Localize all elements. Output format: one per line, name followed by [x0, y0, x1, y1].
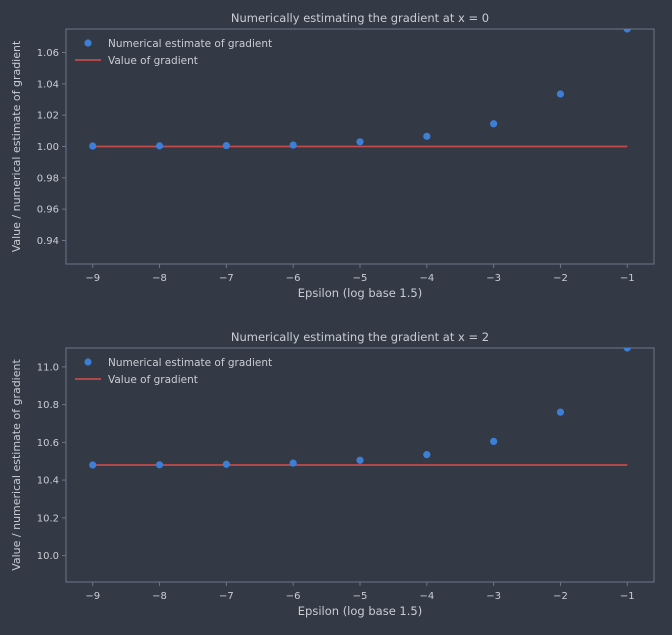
estimate-point — [423, 132, 431, 140]
plot-area — [89, 29, 631, 150]
estimate-point — [623, 348, 631, 352]
x-tick-label: −6 — [286, 273, 301, 284]
y-tick-label: 1.02 — [37, 111, 59, 122]
estimate-point — [89, 461, 97, 469]
y-tick-label: 10.8 — [37, 400, 59, 411]
x-tick-label: −4 — [419, 591, 434, 602]
x-tick-label: −2 — [553, 591, 568, 602]
estimate-point — [356, 456, 364, 464]
legend-label: Numerical estimate of gradient — [108, 38, 272, 50]
estimate-point — [155, 461, 164, 469]
x-tick-label: −5 — [353, 273, 368, 284]
y-tick-label: 10.0 — [37, 551, 59, 562]
x-tick-label: −7 — [219, 273, 234, 284]
x-tick-label: −6 — [286, 591, 301, 602]
estimate-point — [222, 141, 230, 150]
x-axis-label: Epsilon (log base 1.5) — [298, 604, 422, 618]
legend-marker-estimate — [84, 39, 92, 47]
x-tick-label: −3 — [486, 591, 501, 602]
x-tick-label: −8 — [152, 273, 167, 284]
x-tick-label: −1 — [620, 591, 635, 602]
estimate-point — [556, 90, 565, 98]
estimate-point — [222, 460, 230, 468]
legend-marker-estimate — [84, 358, 92, 366]
y-tick-label: 10.6 — [37, 438, 59, 449]
chart-2: Numerically estimating the gradient at x… — [10, 330, 655, 618]
estimate-point — [289, 459, 297, 467]
legend: Numerical estimate of gradient Value of g… — [75, 38, 272, 67]
legend: Numerical estimate of gradient Value of g… — [75, 357, 272, 386]
estimate-point — [556, 408, 565, 416]
y-tick-label: 10.4 — [37, 476, 59, 487]
estimate-point — [490, 437, 498, 446]
estimate-point — [423, 451, 431, 459]
y-tick-label: 1.04 — [37, 79, 59, 90]
estimate-point — [490, 120, 498, 128]
y-tick-label: 1.00 — [37, 142, 59, 153]
y-tick-label: 10.2 — [37, 513, 59, 524]
x-tick-label: −9 — [85, 591, 100, 602]
legend-label: Numerical estimate of gradient — [108, 357, 272, 369]
estimate-point — [89, 142, 97, 150]
chart-1: Numerically estimating the gradient at x… — [10, 11, 655, 300]
y-tick-label: 11.0 — [37, 362, 59, 373]
y-tick-label: 0.94 — [37, 236, 59, 247]
x-tick-label: −5 — [353, 591, 368, 602]
estimate-point — [289, 141, 297, 149]
x-tick-label: −1 — [620, 273, 635, 284]
legend-label: Value of gradient — [108, 374, 198, 386]
chart-title: Numerically estimating the gradient at x… — [231, 11, 489, 25]
x-tick-label: −4 — [419, 273, 434, 284]
x-tick-label: −8 — [152, 591, 167, 602]
y-tick-label: 1.06 — [37, 48, 59, 59]
y-tick-label: 0.96 — [37, 205, 59, 216]
x-tick-label: −2 — [553, 273, 568, 284]
legend-label: Value of gradient — [108, 55, 198, 67]
x-axis-label: Epsilon (log base 1.5) — [298, 286, 422, 300]
estimate-point — [623, 29, 631, 33]
chart-title: Numerically estimating the gradient at x… — [231, 330, 489, 344]
x-tick-label: −9 — [85, 273, 100, 284]
x-tick-label: −7 — [219, 591, 234, 602]
estimate-point — [155, 142, 164, 150]
plot-area — [89, 348, 631, 469]
y-tick-label: 0.98 — [37, 173, 59, 184]
y-axis-label: Value / numerical estimate of gradient — [10, 40, 23, 252]
y-axis-label: Value / numerical estimate of gradient — [10, 359, 23, 571]
estimate-point — [356, 138, 364, 146]
x-tick-label: −3 — [486, 273, 501, 284]
